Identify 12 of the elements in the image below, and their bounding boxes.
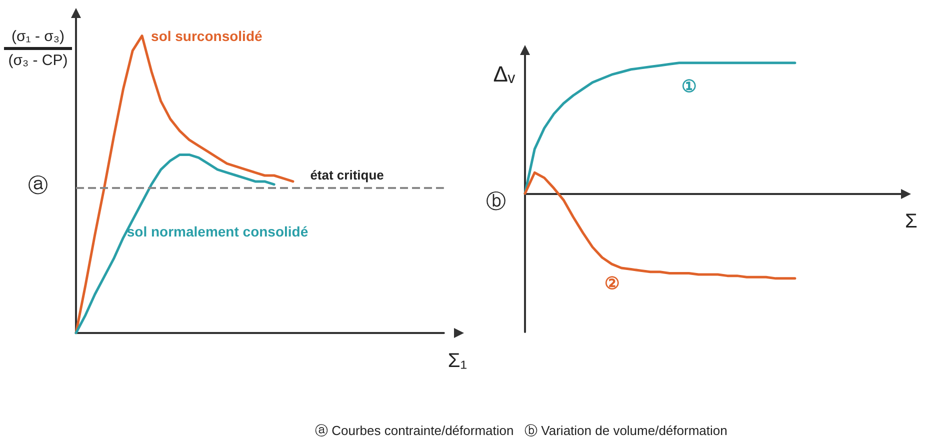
series-label: ① [681,76,696,96]
series-label: sol surconsolidé [151,28,262,44]
y-axis-title: Δᵥ [493,62,516,86]
x-axis-title: Σ₁ [448,350,468,372]
text: ⓐ Courbes contrainte/déformation ⓑ Variation de volume/déformation [315,422,728,440]
y-axis-title: (σ₁ - σ₃) (σ₃ - CP) [7,27,69,71]
x-axis-title: Σ [905,210,918,232]
series-label: ② [604,274,620,294]
text: ⓐ [28,174,48,199]
series-label: sol normalement consolidé [126,224,308,240]
ref-line-label: état critique [310,167,384,182]
text: ⓑ [486,190,506,215]
